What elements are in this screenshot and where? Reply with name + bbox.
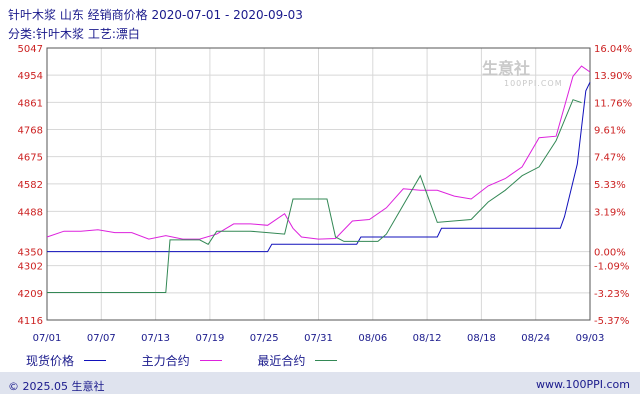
y-right-tick-label: -3.23% bbox=[594, 289, 629, 300]
y-left-tick-label: 4302 bbox=[18, 262, 43, 273]
y-left-tick-label: 4116 bbox=[18, 316, 43, 327]
x-tick-label: 08/18 bbox=[467, 333, 496, 344]
y-left-tick-label: 4768 bbox=[18, 126, 43, 137]
footer-site-link[interactable]: www.100PPI.com bbox=[536, 378, 630, 391]
watermark-logo: 生意社 100PPI.COM bbox=[482, 55, 563, 88]
y-right-tick-label: 13.90% bbox=[594, 71, 632, 82]
y-left-tick-label: 4582 bbox=[18, 180, 43, 191]
y-right-tick-label: 11.76% bbox=[594, 98, 632, 109]
y-left-tick-label: 4861 bbox=[18, 98, 43, 109]
legend-label-spot: 现货价格 bbox=[26, 354, 75, 368]
chart-subtitle: 分类:针叶木浆 工艺:漂白 bbox=[8, 27, 140, 41]
legend-label-recent: 最近合约 bbox=[257, 354, 306, 368]
x-tick-label: 08/24 bbox=[521, 333, 550, 344]
y-left-tick-label: 4488 bbox=[18, 207, 43, 218]
legend-swatch-main bbox=[199, 360, 222, 361]
watermark-url: 100PPI.COM bbox=[504, 79, 563, 88]
chart-legend: 现货价格 主力合约 最近合约 bbox=[26, 352, 345, 369]
y-right-tick-label: 5.33% bbox=[594, 180, 626, 191]
chart-title: 针叶木浆 山东 经销商价格 2020-07-01 - 2020-09-03 bbox=[8, 8, 303, 22]
y-left-tick-label: 4954 bbox=[18, 71, 43, 82]
x-tick-label: 07/19 bbox=[195, 333, 224, 344]
x-tick-label: 07/13 bbox=[141, 333, 170, 344]
y-left-tick-label: 4209 bbox=[18, 289, 43, 300]
x-tick-label: 07/25 bbox=[250, 333, 279, 344]
y-left-tick-label: 4675 bbox=[18, 153, 43, 164]
series-line-recent bbox=[47, 99, 582, 293]
y-right-tick-label: 0.00% bbox=[594, 248, 626, 259]
x-tick-label: 08/06 bbox=[358, 333, 387, 344]
legend-label-main: 主力合约 bbox=[141, 354, 190, 368]
x-tick-label: 09/03 bbox=[576, 333, 605, 344]
plot-frame bbox=[46, 47, 591, 321]
series-line-main bbox=[46, 65, 591, 240]
footer-copyright: © 2025.05 生意社 bbox=[8, 380, 105, 393]
y-left-tick-label: 4350 bbox=[18, 248, 43, 259]
y-right-tick-label: 9.61% bbox=[594, 126, 626, 137]
legend-swatch-recent bbox=[315, 360, 338, 361]
y-right-tick-label: 3.19% bbox=[594, 207, 626, 218]
legend-swatch-spot bbox=[83, 360, 106, 361]
x-tick-label: 07/07 bbox=[87, 333, 116, 344]
x-tick-label: 07/01 bbox=[33, 333, 62, 344]
watermark-brand: 生意社 bbox=[482, 59, 531, 78]
footer-band bbox=[0, 372, 640, 394]
y-left-tick-label: 5047 bbox=[18, 44, 43, 55]
series-line-spot bbox=[47, 81, 591, 253]
y-right-tick-label: -1.09% bbox=[594, 262, 629, 273]
y-right-tick-label: 7.47% bbox=[594, 153, 626, 164]
x-tick-label: 07/31 bbox=[304, 333, 333, 344]
y-right-tick-label: -5.37% bbox=[594, 316, 629, 327]
y-right-tick-label: 16.04% bbox=[594, 44, 632, 55]
x-tick-label: 08/12 bbox=[413, 333, 442, 344]
